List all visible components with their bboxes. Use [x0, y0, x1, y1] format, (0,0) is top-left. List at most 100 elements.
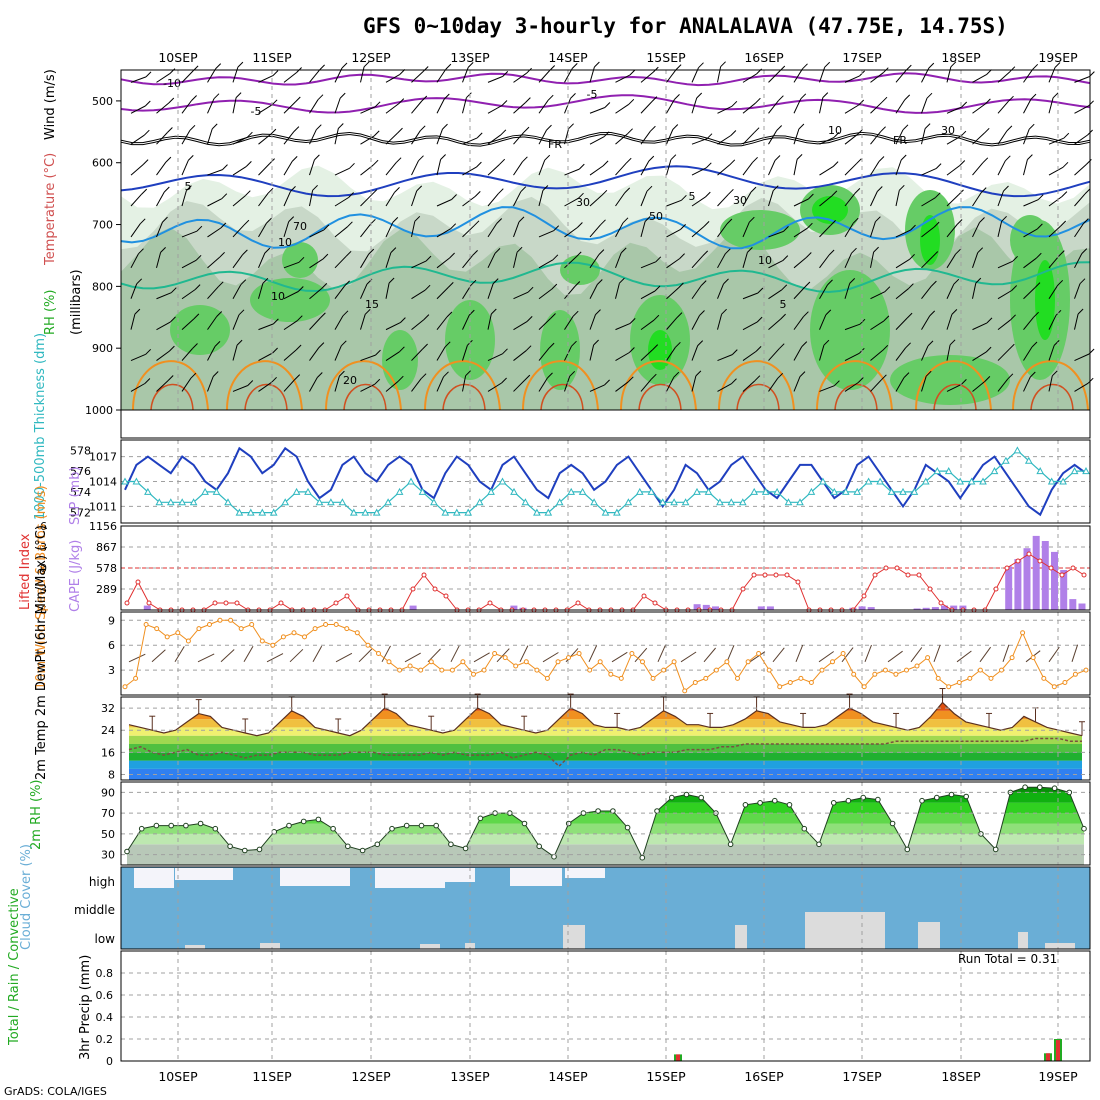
rh-marker — [889, 820, 896, 827]
wind-speed-marker — [999, 667, 1004, 673]
wind-barb — [768, 130, 778, 145]
wind-barb — [385, 252, 392, 268]
wind-barb-flag — [526, 67, 532, 74]
wind-barb-flag — [730, 130, 737, 136]
wind-barb-flag — [476, 132, 483, 139]
wind-barb — [819, 254, 830, 269]
wind-barb-flag — [344, 280, 350, 287]
wind-barb — [997, 130, 1008, 145]
rh-marker — [742, 802, 749, 808]
wind-speed-marker — [925, 655, 931, 661]
wind-barb — [819, 385, 835, 392]
wind-barb — [666, 228, 681, 238]
rh-marker — [1022, 784, 1028, 791]
rh-marker — [772, 797, 778, 804]
wind-barb — [589, 254, 600, 269]
wind-barb — [513, 102, 526, 114]
wind-barb-flag — [654, 285, 661, 292]
wind-barb — [742, 102, 756, 114]
wind-barb-flag — [194, 284, 201, 290]
wind-barb-flag — [165, 156, 172, 163]
thickness-marker — [452, 508, 461, 516]
wind-barb — [436, 346, 446, 361]
contour-label: 10 — [758, 254, 772, 267]
wind-barb — [232, 224, 245, 238]
wind-barb — [334, 345, 342, 361]
precip-panel: 0 0.2 0.4 0.6 0.8 — [96, 950, 1091, 1068]
wind-barb — [666, 69, 677, 83]
precip-convective-bar — [1056, 1040, 1060, 1061]
wind-barb-flag — [423, 314, 430, 320]
wind-barb-flag — [699, 310, 705, 316]
wind-barb-flag — [828, 249, 835, 256]
precip-total-label: Total / Rain / Convective — [7, 888, 22, 1046]
wind-speed-marker — [988, 675, 994, 681]
wind-barb — [844, 133, 858, 145]
high-cloud — [375, 868, 445, 888]
wind-barb-flag — [1010, 314, 1016, 321]
wind-barb — [334, 285, 346, 300]
thickness-marker — [281, 498, 290, 506]
wind-barb-flag — [548, 342, 555, 349]
wind-barb — [360, 194, 373, 207]
thickness-marker — [292, 487, 301, 495]
wind-speed-marker — [956, 680, 962, 685]
wind-barb-flag — [318, 342, 325, 348]
wind-barb — [487, 163, 501, 176]
wind-barb-flag — [827, 279, 833, 286]
surface-wind-barb — [910, 647, 923, 663]
wind-barb — [819, 314, 827, 330]
wind-barb-flag — [1007, 373, 1014, 380]
rh-marker — [374, 841, 381, 848]
temp-tick-label: 32 — [101, 702, 115, 715]
wind-barb — [258, 283, 264, 299]
top-date-label: 19SEP — [1038, 50, 1078, 65]
wind-barb-flag — [629, 69, 636, 76]
wind-barb — [895, 229, 911, 238]
wind-barb — [411, 130, 421, 145]
y-tick-label: 1000 — [85, 404, 113, 417]
wind-barb — [513, 252, 518, 268]
wind-speed-marker — [207, 622, 212, 627]
wind-10m-panel: 3 6 9 — [108, 611, 1091, 696]
li-marker — [795, 579, 801, 585]
wind-barb-flag — [398, 98, 405, 104]
wind-barb-flag — [424, 284, 431, 291]
wind-barb — [513, 131, 525, 145]
li-marker — [773, 572, 779, 578]
wind-barb-flag — [1028, 123, 1035, 130]
wind-barb-flag — [297, 286, 304, 292]
wind-barb-flag — [670, 154, 677, 161]
wind-barb — [666, 159, 672, 176]
thickness-marker — [830, 487, 839, 495]
wind-speed-marker — [460, 659, 466, 665]
wind-barb-flag — [731, 378, 737, 385]
thickness-marker — [166, 498, 175, 506]
wind-barb-flag — [622, 217, 629, 224]
wind-barb — [691, 255, 704, 269]
wind-speed-marker — [1009, 655, 1015, 661]
wind-barb — [232, 136, 248, 145]
wind-barb-flag — [1062, 161, 1069, 168]
rh-marker — [153, 822, 160, 829]
top-date-label: 11SEP — [252, 50, 292, 65]
wind-barb — [309, 159, 315, 176]
wind-barb — [487, 75, 503, 83]
wind-barb-flag — [468, 309, 475, 316]
wind-barb — [691, 226, 705, 238]
wind-barb — [589, 384, 605, 392]
wind-barb-flag — [1081, 248, 1088, 254]
temp-band — [129, 752, 1082, 761]
wind-barb-flag — [1030, 93, 1037, 100]
rh-90-area — [382, 330, 418, 390]
wind-barb-flag — [444, 341, 451, 348]
li-marker — [993, 586, 999, 592]
wind-barb-flag — [1084, 188, 1091, 195]
cloud-cover-panel: high middle low — [74, 866, 1091, 950]
wind-barb — [1023, 159, 1028, 176]
wind-barb — [997, 100, 1009, 114]
li-marker — [861, 593, 867, 599]
wind-barb — [844, 193, 856, 207]
rh-90-area — [540, 310, 580, 390]
rh-marker — [418, 822, 425, 829]
